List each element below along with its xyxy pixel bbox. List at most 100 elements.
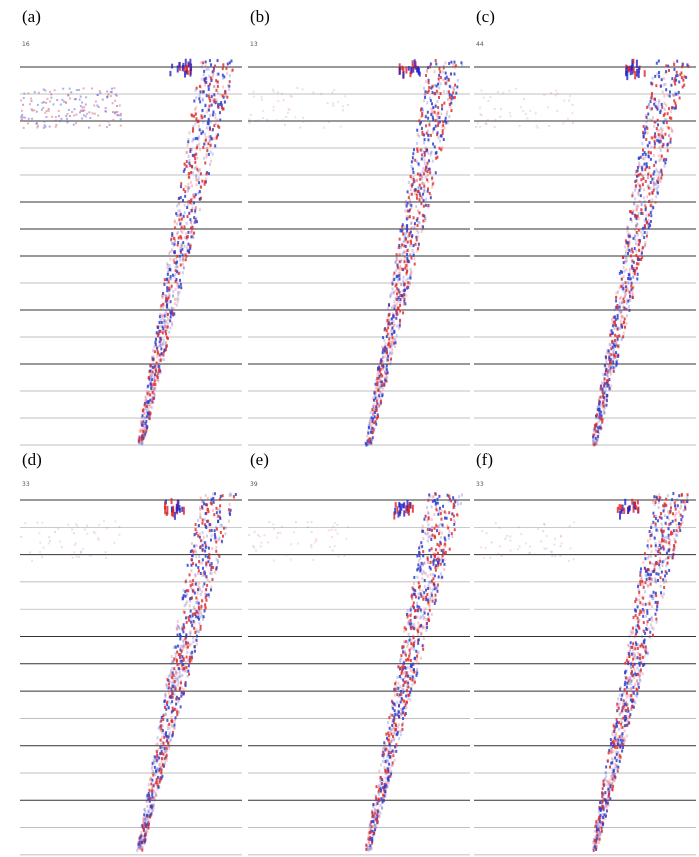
wavelet bbox=[179, 687, 181, 690]
wavelet bbox=[191, 653, 193, 656]
wavelet bbox=[452, 496, 454, 499]
wavelet bbox=[408, 181, 410, 184]
wavelet bbox=[151, 790, 153, 793]
wavelet bbox=[390, 740, 392, 743]
wavelet bbox=[404, 209, 406, 212]
wavelet bbox=[426, 618, 428, 621]
wavelet bbox=[398, 737, 400, 740]
wavelet bbox=[418, 245, 420, 248]
wavelet bbox=[444, 510, 446, 513]
wavelet bbox=[416, 142, 418, 145]
wavelet bbox=[405, 294, 407, 297]
wavelet bbox=[403, 302, 405, 305]
wavelet bbox=[650, 100, 652, 103]
wavelet bbox=[401, 645, 403, 648]
wavelet bbox=[595, 423, 597, 426]
wavelet bbox=[148, 783, 150, 786]
noise bbox=[76, 89, 78, 91]
wavelet bbox=[167, 297, 169, 300]
wavelet bbox=[386, 737, 388, 740]
wavelet bbox=[153, 790, 155, 793]
wavelet bbox=[647, 131, 649, 134]
wavelet bbox=[610, 384, 612, 387]
wavelet bbox=[438, 575, 440, 578]
wavelet bbox=[605, 389, 607, 392]
wavelet bbox=[430, 573, 432, 576]
wavelet bbox=[620, 320, 622, 323]
wavelet bbox=[650, 214, 652, 217]
wavelet bbox=[173, 678, 175, 681]
wavelet bbox=[175, 703, 177, 706]
wavelet bbox=[164, 762, 166, 765]
noise bbox=[41, 109, 43, 111]
wavelet bbox=[392, 735, 394, 738]
wavelet bbox=[597, 430, 599, 433]
wavelet bbox=[655, 121, 657, 124]
wavelet bbox=[169, 71, 171, 76]
wavelet bbox=[151, 386, 153, 389]
wavelet bbox=[427, 587, 429, 590]
wavelet bbox=[187, 670, 189, 673]
wavelet bbox=[235, 493, 237, 496]
noise bbox=[494, 108, 496, 110]
noise bbox=[302, 117, 304, 119]
wavelet bbox=[175, 685, 177, 688]
wavelet bbox=[413, 180, 415, 183]
wavelet bbox=[200, 171, 202, 174]
wavelet bbox=[639, 200, 641, 203]
wavelet bbox=[200, 545, 202, 548]
wavelet bbox=[390, 729, 392, 732]
wavelet bbox=[191, 596, 193, 599]
wavelet bbox=[637, 233, 639, 236]
wavelet bbox=[606, 399, 608, 402]
wavelet bbox=[430, 581, 432, 584]
wavelet bbox=[365, 844, 367, 847]
wavelet bbox=[208, 172, 210, 175]
noise bbox=[71, 111, 73, 113]
wavelet bbox=[404, 267, 406, 270]
wavelet bbox=[158, 362, 160, 365]
wavelet bbox=[376, 385, 378, 388]
wavelet bbox=[653, 164, 655, 167]
wavelet bbox=[394, 345, 396, 348]
wavelet bbox=[443, 90, 445, 93]
noise bbox=[261, 99, 263, 101]
wavelet bbox=[404, 712, 406, 715]
wavelet bbox=[436, 543, 438, 546]
wavelet bbox=[147, 391, 149, 394]
wavelet bbox=[652, 206, 654, 209]
wavelet bbox=[634, 215, 636, 218]
wavelet bbox=[179, 222, 181, 225]
wavelet bbox=[633, 202, 635, 205]
wavelet bbox=[384, 743, 386, 746]
wavelet bbox=[377, 373, 379, 376]
wavelet bbox=[648, 166, 650, 169]
wavelet bbox=[180, 213, 182, 216]
noise bbox=[81, 118, 83, 120]
noise bbox=[312, 91, 314, 93]
wavelet bbox=[423, 205, 425, 208]
wavelet bbox=[150, 412, 152, 415]
wavelet bbox=[199, 198, 201, 201]
wavelet bbox=[421, 528, 423, 531]
panel-label: (e) bbox=[250, 450, 269, 469]
noise bbox=[55, 120, 57, 122]
wavelet bbox=[395, 309, 397, 312]
wavelet bbox=[664, 161, 666, 164]
wavelet bbox=[192, 127, 194, 130]
wavelet bbox=[410, 687, 412, 690]
wavelet bbox=[428, 581, 430, 584]
wavelet bbox=[448, 530, 450, 533]
noise bbox=[102, 99, 104, 101]
wavelet bbox=[658, 136, 660, 139]
wavelet bbox=[648, 155, 650, 158]
wavelet bbox=[146, 800, 148, 803]
wavelet bbox=[172, 660, 174, 663]
wavelet bbox=[380, 360, 382, 363]
wavelet bbox=[394, 305, 396, 308]
wavelet bbox=[160, 359, 162, 362]
wavelet bbox=[215, 540, 217, 543]
wavelet bbox=[434, 594, 436, 597]
wavelet bbox=[393, 274, 395, 277]
